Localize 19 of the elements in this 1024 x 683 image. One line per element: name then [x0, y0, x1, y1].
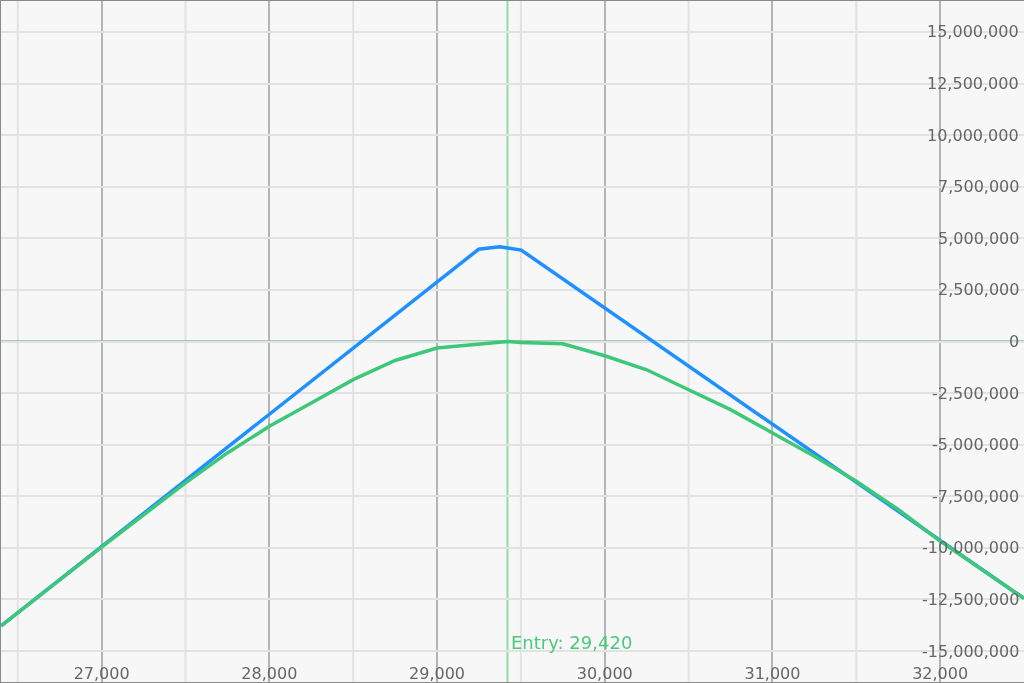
x-tick-label: 32,000 [912, 664, 969, 683]
y-tick-label: -15,000,000 [922, 642, 1020, 661]
ref-line-label: Entry: 29,420 [511, 632, 633, 653]
x-tick-label: 30,000 [576, 664, 633, 683]
y-tick-label: 0 [1009, 332, 1020, 351]
y-tick-label: 2,500,000 [938, 280, 1020, 299]
y-tick-label: -2,500,000 [932, 384, 1020, 403]
y-tick-label: 5,000,000 [938, 229, 1020, 248]
y-tick-label: -12,500,000 [922, 590, 1020, 609]
y-tick-label: 12,500,000 [927, 74, 1019, 93]
y-tick-label: -7,500,000 [932, 487, 1020, 506]
y-tick-label: 10,000,000 [927, 126, 1019, 145]
x-tick-label: 31,000 [744, 664, 801, 683]
y-tick-label: 7,500,000 [938, 177, 1020, 196]
x-tick-label: 29,000 [409, 664, 466, 683]
y-tick-label: -5,000,000 [932, 435, 1020, 454]
x-tick-label: 28,000 [241, 664, 298, 683]
x-tick-label: 27,000 [73, 664, 130, 683]
y-tick-label: 15,000,000 [927, 22, 1019, 41]
